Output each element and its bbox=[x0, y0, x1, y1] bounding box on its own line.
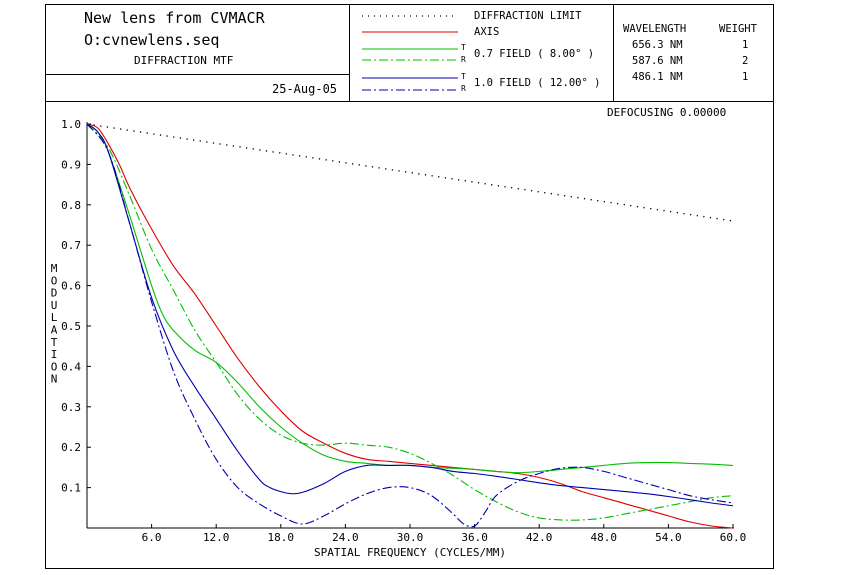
weight-1: 1 bbox=[742, 39, 748, 51]
legend-field10-t-mark: T bbox=[461, 72, 466, 81]
lens-filename: O:cvnewlens.seq bbox=[84, 31, 219, 49]
wavelength-2: 587.6 NM bbox=[632, 55, 683, 67]
plot-subtitle: DIFFRACTION MTF bbox=[134, 54, 233, 67]
weight-2: 2 bbox=[742, 55, 748, 67]
wavelength-1: 656.3 NM bbox=[632, 39, 683, 51]
x-tick-label: 12.0 bbox=[203, 531, 230, 544]
x-tick-label: 48.0 bbox=[591, 531, 618, 544]
series-line-diffraction-limit bbox=[86, 123, 734, 222]
x-tick-label: 30.0 bbox=[397, 531, 424, 544]
legend-diffraction-label: DIFFRACTION LIMIT bbox=[474, 10, 582, 22]
y-tick-label: 0.1 bbox=[61, 482, 81, 495]
x-tick-label: 6.0 bbox=[142, 531, 162, 544]
weight-header: WEIGHT bbox=[719, 23, 758, 35]
y-axis-label-letter: D bbox=[51, 287, 58, 300]
series-line-1-0-field-r bbox=[86, 123, 734, 528]
x-tick-label: 18.0 bbox=[268, 531, 295, 544]
plot-date: 25-Aug-05 bbox=[272, 82, 337, 96]
x-tick-label: 36.0 bbox=[461, 531, 488, 544]
legend-field07-label: 0.7 FIELD ( 8.00° ) bbox=[474, 48, 594, 60]
y-tick-label: 1.0 bbox=[61, 118, 81, 131]
y-axis-label-letter: L bbox=[51, 311, 58, 324]
x-tick-label: 24.0 bbox=[332, 531, 359, 544]
series-group bbox=[86, 123, 734, 529]
y-tick-label: 0.5 bbox=[61, 320, 81, 333]
y-tick-label: 0.6 bbox=[61, 280, 81, 293]
y-axis-label-letter: N bbox=[51, 373, 58, 386]
plot-title: New lens from CVMACR bbox=[84, 9, 266, 27]
y-axis-label-letter: M bbox=[51, 262, 58, 275]
y-tick-label: 0.4 bbox=[61, 360, 81, 373]
y-axis-label-letter: A bbox=[51, 324, 58, 337]
series-line-0-7-field-t bbox=[86, 123, 734, 474]
weight-3: 1 bbox=[742, 71, 748, 83]
x-tick-label: 54.0 bbox=[655, 531, 682, 544]
x-tick-label: 60.0 bbox=[720, 531, 747, 544]
x-tick-label: 42.0 bbox=[526, 531, 553, 544]
y-axis-label-letter: U bbox=[51, 299, 58, 312]
legend-field07-t-mark: T bbox=[461, 43, 466, 52]
plot-frame bbox=[45, 101, 774, 569]
defocusing-readout: DEFOCUSING 0.00000 bbox=[607, 106, 726, 119]
y-axis-label-letter: O bbox=[51, 274, 58, 287]
legend-field10-r-mark: R bbox=[461, 84, 466, 93]
y-axis-label-letter: I bbox=[51, 348, 58, 361]
legend-field10-label: 1.0 FIELD ( 12.00° ) bbox=[474, 77, 600, 89]
y-tick-label: 0.3 bbox=[61, 401, 81, 414]
series-line-0-7-field-r bbox=[86, 123, 734, 521]
y-tick-label: 0.7 bbox=[61, 239, 81, 252]
y-tick-label: 0.2 bbox=[61, 441, 81, 454]
axis-ticks: 1.0 0.9 0.8 0.7 0.6 0.5 0.4 0.3 0.2 0.1 6.0 12.0 18.… bbox=[61, 118, 746, 544]
x-axis-label: SPATIAL FREQUENCY (CYCLES/MM) bbox=[314, 546, 506, 559]
wavelength-3: 486.1 NM bbox=[632, 71, 683, 83]
legend-axis-label: AXIS bbox=[474, 26, 499, 38]
y-axis-label-letter: O bbox=[51, 360, 58, 373]
y-axis-label-letter: T bbox=[51, 336, 58, 349]
y-tick-label: 0.8 bbox=[61, 199, 81, 212]
y-tick-label: 0.9 bbox=[61, 158, 81, 171]
plot-axes bbox=[86, 122, 734, 529]
legend-field07-r-mark: R bbox=[461, 55, 466, 64]
wavelength-header: WAVELENGTH bbox=[623, 23, 686, 35]
series-line-1-0-field-t bbox=[86, 123, 734, 507]
series-line-axis bbox=[86, 123, 734, 529]
